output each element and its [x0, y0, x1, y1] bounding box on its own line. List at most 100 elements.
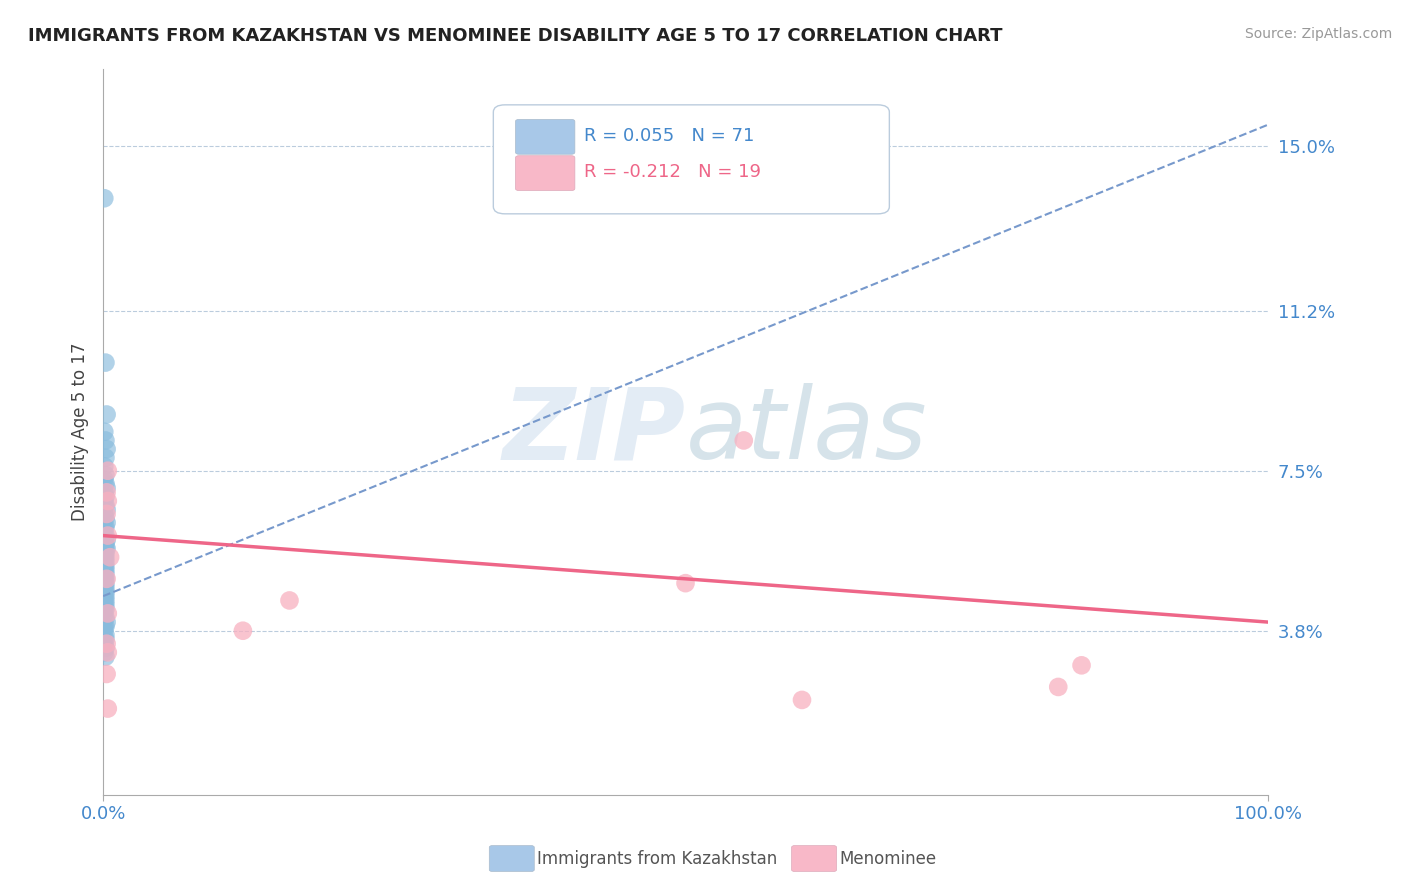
Point — [93, 494, 115, 508]
Point — [96, 533, 118, 547]
Point — [94, 581, 117, 595]
Point — [96, 637, 118, 651]
Point — [790, 693, 813, 707]
Point — [93, 576, 115, 591]
Point — [232, 624, 254, 638]
Y-axis label: Disability Age 5 to 17: Disability Age 5 to 17 — [72, 343, 89, 521]
Point — [94, 490, 117, 504]
Point — [94, 468, 117, 483]
Point — [94, 528, 117, 542]
Point — [96, 541, 118, 556]
Point — [93, 619, 115, 633]
Point — [94, 563, 117, 577]
Point — [93, 425, 115, 439]
Point — [93, 558, 115, 573]
Point — [96, 572, 118, 586]
Point — [97, 701, 120, 715]
Text: ZIP: ZIP — [502, 384, 686, 480]
Point — [93, 563, 115, 577]
FancyBboxPatch shape — [516, 156, 575, 191]
Point — [93, 567, 115, 582]
Point — [93, 589, 115, 603]
Point — [94, 567, 117, 582]
Point — [93, 507, 115, 521]
Point — [94, 541, 117, 556]
Point — [94, 619, 117, 633]
Point — [97, 607, 120, 621]
Point — [97, 645, 120, 659]
Point — [675, 576, 697, 591]
Point — [96, 507, 118, 521]
Point — [94, 511, 117, 525]
Point — [96, 442, 118, 456]
Point — [93, 593, 115, 607]
Point — [1047, 680, 1070, 694]
Point — [1070, 658, 1092, 673]
Point — [93, 632, 115, 647]
Point — [93, 624, 115, 638]
Point — [93, 584, 115, 599]
Point — [96, 667, 118, 681]
Text: R = 0.055   N = 71: R = 0.055 N = 71 — [583, 127, 755, 145]
Point — [94, 593, 117, 607]
Point — [93, 645, 115, 659]
Point — [93, 533, 115, 547]
Point — [93, 191, 115, 205]
Point — [733, 434, 755, 448]
Point — [94, 555, 117, 569]
Point — [94, 602, 117, 616]
Text: Immigrants from Kazakhstan: Immigrants from Kazakhstan — [537, 850, 778, 868]
Point — [94, 476, 117, 491]
Point — [97, 528, 120, 542]
Point — [278, 593, 301, 607]
Point — [94, 628, 117, 642]
Point — [93, 637, 115, 651]
Text: Source: ZipAtlas.com: Source: ZipAtlas.com — [1244, 27, 1392, 41]
Point — [93, 546, 115, 560]
Point — [93, 602, 115, 616]
Point — [94, 355, 117, 369]
Point — [94, 598, 117, 612]
Point — [96, 516, 118, 530]
Point — [93, 581, 115, 595]
Point — [94, 520, 117, 534]
Text: atlas: atlas — [686, 384, 927, 480]
Point — [93, 485, 115, 500]
Point — [94, 572, 117, 586]
Point — [97, 494, 120, 508]
Point — [96, 485, 118, 500]
Text: IMMIGRANTS FROM KAZAKHSTAN VS MENOMINEE DISABILITY AGE 5 TO 17 CORRELATION CHART: IMMIGRANTS FROM KAZAKHSTAN VS MENOMINEE … — [28, 27, 1002, 45]
Point — [93, 537, 115, 551]
Point — [96, 408, 118, 422]
Point — [93, 459, 115, 474]
Point — [93, 550, 115, 565]
Point — [94, 537, 117, 551]
Point — [96, 615, 118, 629]
Point — [93, 555, 115, 569]
Point — [94, 589, 117, 603]
Point — [93, 520, 115, 534]
Point — [94, 434, 117, 448]
Point — [94, 576, 117, 591]
Point — [94, 649, 117, 664]
Point — [93, 607, 115, 621]
Point — [94, 546, 117, 560]
Point — [93, 524, 115, 539]
Point — [94, 558, 117, 573]
Point — [93, 472, 115, 486]
FancyBboxPatch shape — [494, 105, 890, 214]
Point — [94, 611, 117, 625]
Point — [94, 632, 117, 647]
FancyBboxPatch shape — [516, 120, 575, 154]
Point — [96, 481, 118, 495]
Point — [93, 598, 115, 612]
Point — [94, 584, 117, 599]
Point — [97, 464, 120, 478]
Text: R = -0.212   N = 19: R = -0.212 N = 19 — [583, 163, 761, 181]
Point — [94, 450, 117, 465]
Point — [98, 550, 121, 565]
Point — [94, 550, 117, 565]
Point — [94, 640, 117, 655]
Point — [96, 502, 118, 516]
Point — [94, 498, 117, 512]
